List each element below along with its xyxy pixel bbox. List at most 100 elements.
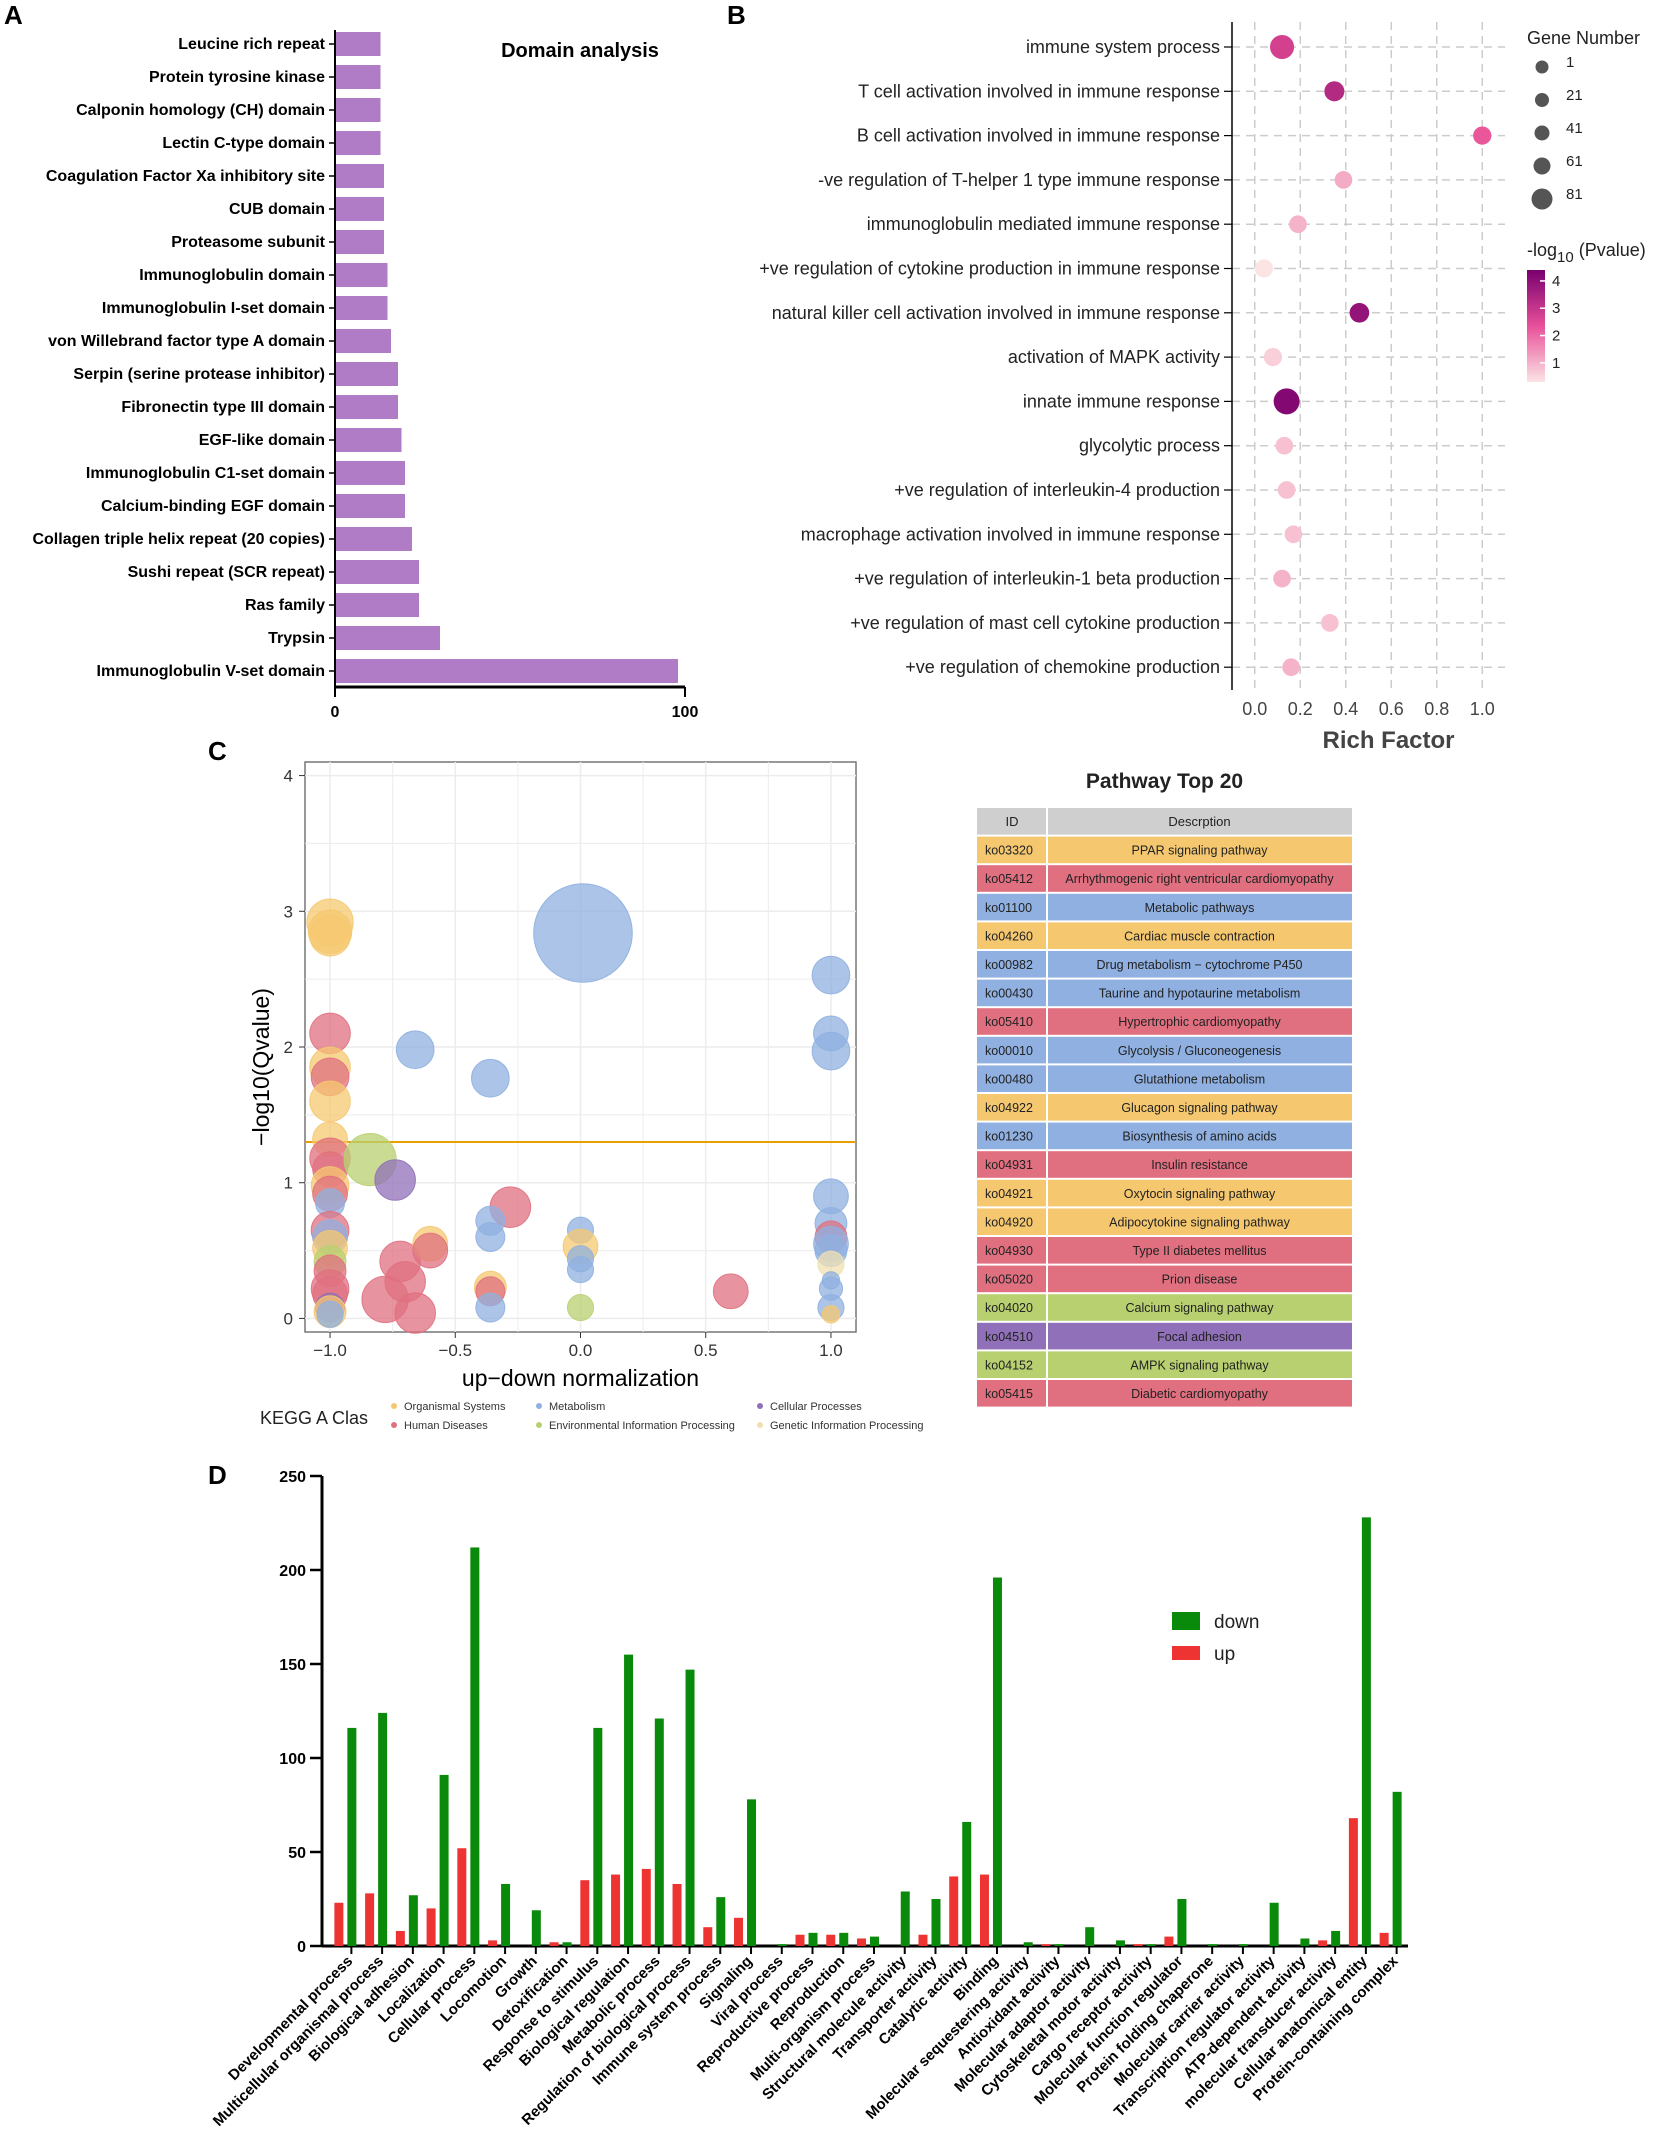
pathway-row-desc-cell <box>1048 1036 1352 1064</box>
go-bar-down <box>716 1897 726 1946</box>
domain-category-label: Calponin homology (CH) domain <box>76 102 325 119</box>
go-bar-up <box>1379 1932 1389 1946</box>
go-enrichment-bubble-chart: 0.0 0.2 0.4 0.6 0.8 1.0 immune system process T… <box>759 22 1646 754</box>
kegg-bubble <box>309 914 351 957</box>
pathway-row-id-cell <box>977 1237 1046 1264</box>
domain-chart-title: Domain analysis <box>501 40 659 62</box>
pathway-row-id-cell <box>977 1208 1046 1235</box>
enrich-term-label: activation of MAPK activity <box>1008 347 1220 367</box>
pathway-row-id: ko04152 <box>985 1358 1033 1372</box>
go-y-tick-label: 0 <box>297 1939 306 1956</box>
pathway-row-id: ko00010 <box>985 1044 1033 1058</box>
kegg-x-tick-label: 0.0 <box>569 1341 593 1360</box>
panel-label-d: D <box>208 1460 227 1490</box>
pathway-row-desc: Insulin resistance <box>1151 1158 1248 1172</box>
kegg-legend-dot <box>757 1422 763 1428</box>
gene-number-legend-label: 81 <box>1566 186 1583 203</box>
kegg-bubble <box>374 1159 416 1201</box>
pathway-row-id-cell <box>977 836 1046 864</box>
go-category-label: Developmental process <box>225 1953 356 2084</box>
kegg-x-tick-label: −1.0 <box>313 1341 347 1360</box>
pvalue-legend-title-sub: 10 <box>1557 249 1574 266</box>
domain-category-label: Coagulation Factor Xa inhibitory site <box>46 168 325 185</box>
domain-category-label: Ras family <box>245 597 325 614</box>
go-bar-up <box>365 1893 375 1946</box>
gene-number-legend-dot <box>1531 188 1553 210</box>
go-bar-down <box>808 1932 818 1946</box>
pathway-row-desc: Hypertrophic cardiomyopathy <box>1118 1015 1281 1029</box>
enrich-bubble <box>1289 215 1307 234</box>
panel-label-a: A <box>4 0 23 30</box>
kegg-bubble <box>566 1256 595 1284</box>
domain-category-label: Proteasome subunit <box>171 234 325 251</box>
domain-bar <box>335 296 388 320</box>
kegg-y-tick-label: 3 <box>284 902 293 921</box>
go-y-tick-label: 150 <box>279 1657 306 1674</box>
domain-category-label: Immunoglobulin I-set domain <box>102 300 325 317</box>
pathway-row-desc-cell <box>1048 1237 1352 1264</box>
go-bar-down <box>439 1774 449 1946</box>
go-category-label: Multicellular organismal process <box>210 1953 387 2130</box>
enrich-term-label: +ve regulation of interleukin-1 beta pro… <box>854 569 1220 589</box>
pathway-row-id: ko00982 <box>985 958 1033 972</box>
kegg-x-axis-title: up−down normalization <box>462 1365 699 1391</box>
go-y-tick-label: 250 <box>279 1469 306 1486</box>
pathway-row-desc-cell <box>1048 1351 1352 1378</box>
pvalue-legend-title-end: (Pvalue) <box>1574 240 1646 260</box>
enrich-bubble <box>1320 614 1339 632</box>
kegg-bubble <box>470 1058 510 1098</box>
go-bar-down <box>1208 1944 1218 1946</box>
go-bar-down <box>1023 1942 1033 1946</box>
go-bar-up <box>979 1874 989 1946</box>
pathway-row-id-cell <box>977 1036 1046 1064</box>
pathway-row-id-cell <box>977 922 1046 949</box>
pathway-row-desc: Prion disease <box>1162 1273 1238 1287</box>
pathway-row-id-cell <box>977 979 1046 1007</box>
domain-bar <box>335 395 398 419</box>
pathway-row-desc: Focal adhesion <box>1157 1330 1242 1344</box>
go-bar-down <box>624 1654 634 1946</box>
pathway-row-desc-cell <box>1048 922 1352 949</box>
go-bar-up <box>734 1917 744 1946</box>
enrich-term-label: B cell activation involved in immune res… <box>857 126 1220 146</box>
domain-bar <box>335 32 381 56</box>
go-legend-label-down: down <box>1214 1612 1259 1633</box>
pathway-row-desc-cell <box>1048 1008 1352 1035</box>
go-bar-up <box>857 1938 866 1946</box>
go-y-tick-label: 100 <box>279 1751 306 1768</box>
kegg-y-tick-label: 0 <box>284 1309 293 1328</box>
go-y-tick-label: 200 <box>279 1563 306 1580</box>
enrich-bubble <box>1275 436 1294 455</box>
pathway-row-id-cell <box>977 1151 1046 1178</box>
pathway-row-desc: Adipocytokine signaling pathway <box>1109 1215 1290 1229</box>
go-bar-down <box>870 1936 879 1946</box>
enrich-bubble <box>1273 388 1300 415</box>
enrich-term-label: +ve regulation of interleukin-4 producti… <box>894 480 1220 500</box>
enrich-x-tick-label: 0.2 <box>1288 699 1313 719</box>
go-bar-down <box>900 1891 910 1946</box>
pathway-row-desc: Glycolysis / Gluconeogenesis <box>1118 1044 1281 1058</box>
go-bar-up <box>826 1934 836 1946</box>
pathway-row-id: ko04920 <box>985 1215 1033 1229</box>
pathway-row-id-cell <box>977 1065 1046 1092</box>
domain-analysis-chart: Domain analysis Leucine rich repeat Protei… <box>32 30 698 721</box>
domain-x-tick-label: 0 <box>331 704 340 721</box>
enrich-bubble <box>1254 259 1273 278</box>
enrich-term-label: immunoglobulin mediated immune response <box>867 214 1220 234</box>
kegg-x-tick-label: 1.0 <box>819 1341 843 1360</box>
kegg-legend-label: Genetic Information Processing <box>770 1420 923 1432</box>
go-bar-down <box>931 1899 941 1946</box>
go-bar-up <box>795 1934 805 1946</box>
enrich-bubble <box>1334 171 1353 189</box>
domain-category-label: Lectin C-type domain <box>162 135 325 152</box>
domain-category-label: Collagen triple helix repeat (20 copies) <box>32 531 325 548</box>
go-bar-down <box>685 1669 695 1946</box>
pathway-row-id: ko01230 <box>985 1130 1033 1144</box>
pathway-row-desc-cell <box>1048 1294 1352 1321</box>
enrich-x-tick-label: 0.4 <box>1333 699 1358 719</box>
domain-bar <box>335 230 384 254</box>
domain-bar <box>335 560 419 584</box>
gene-number-legend-dot <box>1534 125 1550 141</box>
pathway-row-id: ko00430 <box>985 987 1033 1001</box>
